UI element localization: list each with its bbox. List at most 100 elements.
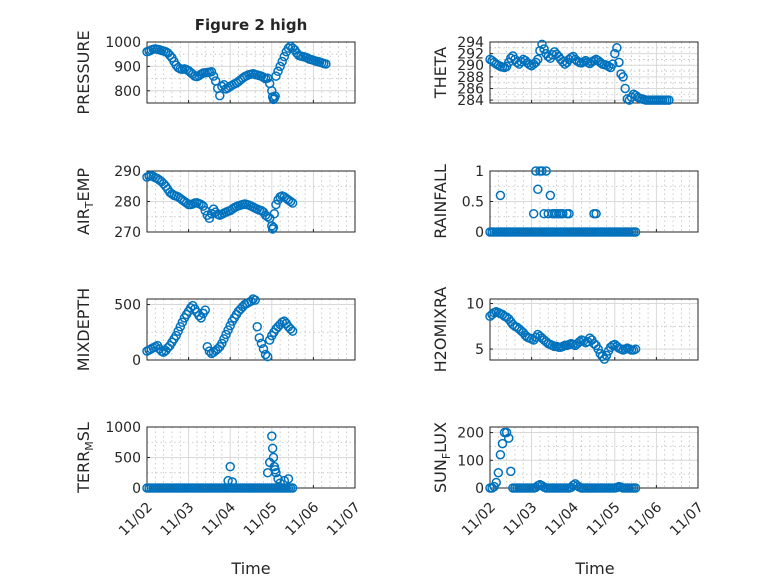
y-tick-label: 0: [132, 353, 141, 369]
data-point: [287, 326, 298, 336]
x-tick-label: 11/05: [584, 500, 624, 540]
data-point: [287, 198, 298, 208]
data-point: [533, 184, 543, 195]
y-tick-label: 900: [114, 59, 141, 75]
axes-box: [489, 298, 699, 361]
data-point: [541, 166, 551, 176]
data-point: [177, 317, 188, 328]
y-label-part: SUN: [431, 459, 450, 493]
data-point: [537, 39, 547, 50]
data-point: [531, 166, 541, 176]
y-label-part: AIR: [74, 208, 93, 235]
data-point: [267, 431, 277, 441]
subplot-1: 800 900 1000 PRESSURE: [74, 30, 356, 115]
x-tick-label: 11/07: [667, 500, 707, 540]
y-tick-label: 5: [475, 342, 484, 358]
data-point: [491, 477, 501, 488]
data-point: [537, 166, 547, 176]
data-point: [618, 72, 628, 82]
data-point: [196, 313, 206, 323]
y-tick-label: 200: [457, 426, 484, 442]
data-point: [250, 295, 260, 305]
y-axis-label: PRESSURE: [74, 30, 93, 114]
y-label-subscript: T: [83, 201, 96, 209]
data-point: [273, 66, 283, 77]
y-tick-label: 286: [457, 81, 484, 97]
data-point: [664, 95, 674, 105]
y-tick-label: 1000: [105, 420, 141, 436]
y-tick-label: 0: [132, 481, 141, 497]
data-point: [271, 71, 281, 81]
y-tick-label: 10: [466, 297, 484, 313]
data-point: [277, 56, 287, 67]
data-point: [503, 433, 514, 443]
y-label-part: SL: [74, 422, 93, 441]
data-point: [271, 468, 281, 478]
y-tick-label: 290: [457, 58, 484, 74]
data-point: [223, 325, 233, 335]
y-tick-label: 500: [114, 298, 141, 314]
y-tick-label: 0: [475, 225, 484, 241]
y-tick-label: 1: [475, 164, 484, 180]
data-point: [171, 330, 181, 341]
data-point: [268, 452, 279, 463]
x-tick-label: 11/04: [542, 499, 582, 539]
data-point: [533, 54, 543, 65]
data-point: [601, 350, 612, 361]
subplot-4: 0 0.5 1 RAINFALL: [431, 164, 699, 241]
data-point: [246, 296, 256, 306]
data-point: [227, 477, 238, 487]
data-point: [287, 483, 298, 493]
data-point: [531, 332, 541, 342]
data-point: [208, 71, 219, 81]
data-point: [258, 344, 269, 354]
x-tick-label: 11/02: [116, 500, 156, 540]
y-tick-label: 800: [114, 84, 141, 100]
data-point: [225, 320, 235, 331]
data-point: [630, 344, 641, 354]
data-point: [528, 208, 539, 219]
data-point: [256, 338, 267, 349]
y-tick-label: 284: [457, 93, 484, 109]
data-point: [204, 346, 215, 356]
y-axis-label: RAINFALL: [431, 164, 450, 239]
y-label-part: EMP: [74, 168, 93, 202]
data-point: [173, 326, 183, 336]
x-axis-label-right: Time: [574, 559, 614, 578]
data-point: [568, 480, 578, 490]
y-axis-label: TERRMSL: [74, 422, 96, 494]
data-point: [206, 67, 217, 77]
y-tick-label: 270: [114, 225, 141, 241]
data-point: [175, 321, 186, 332]
x-tick-label: 11/02: [459, 500, 499, 540]
data-point: [591, 208, 601, 219]
data-point: [271, 199, 281, 210]
x-axis-label-left: Time: [230, 559, 270, 578]
y-axis-label: AIRTEMP: [74, 168, 96, 235]
data-point: [506, 466, 516, 477]
y-axis-label: H2OMIXRA: [431, 287, 450, 373]
data-point: [262, 351, 273, 362]
data-point: [254, 333, 265, 343]
data-point: [564, 208, 574, 219]
data-point: [198, 201, 208, 211]
plot-area: [489, 426, 699, 489]
y-tick-label: 500: [114, 451, 141, 467]
y-label-part: TERR: [74, 451, 93, 494]
axes-box: [489, 41, 699, 104]
data-point: [252, 321, 262, 332]
data-point: [269, 208, 280, 219]
x-tick-label: 11/04: [199, 499, 239, 539]
data-point: [497, 438, 508, 449]
x-tick-label: 11/06: [625, 499, 665, 539]
x-tick-label: 11/06: [282, 499, 322, 539]
data-point: [501, 427, 512, 438]
data-point: [260, 349, 271, 360]
data-point: [223, 475, 233, 486]
y-tick-label: 292: [457, 47, 484, 63]
data-point: [285, 324, 296, 334]
data-point: [630, 483, 641, 493]
x-tick-label: 11/07: [324, 500, 364, 540]
